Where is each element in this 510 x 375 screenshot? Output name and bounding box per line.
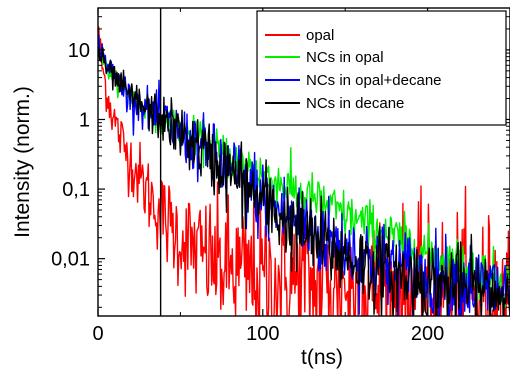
x-tick-label: 100 — [246, 323, 279, 345]
x-axis-title: t(ns) — [301, 346, 343, 369]
plot-frame — [97, 7, 510, 317]
legend-label-ncs-in-opal-decane: NCs in opal+decane — [306, 72, 442, 89]
y-axis-title: Intensity (norm.) — [11, 86, 34, 238]
series-line-3 — [98, 47, 510, 316]
legend: opal NCs in opal NCs in opal+decane NCs … — [256, 10, 507, 126]
axes-layer: 0 100 200 10 1 0,1 0,01 — [51, 7, 510, 345]
series-layer — [98, 26, 510, 316]
y-tick-label: 0,01 — [51, 249, 90, 271]
y-tick-label: 1 — [79, 109, 90, 131]
y-tick-label: 10 — [68, 40, 90, 62]
legend-label-ncs-in-decane: NCs in decane — [306, 95, 404, 112]
legend-box — [256, 10, 507, 126]
y-tick-label: 0,1 — [62, 179, 90, 201]
x-tick-label: 0 — [92, 323, 103, 345]
legend-label-opal: opal — [306, 27, 334, 44]
x-tick-label: 200 — [411, 323, 444, 345]
legend-label-ncs-in-opal: NCs in opal — [306, 49, 384, 66]
